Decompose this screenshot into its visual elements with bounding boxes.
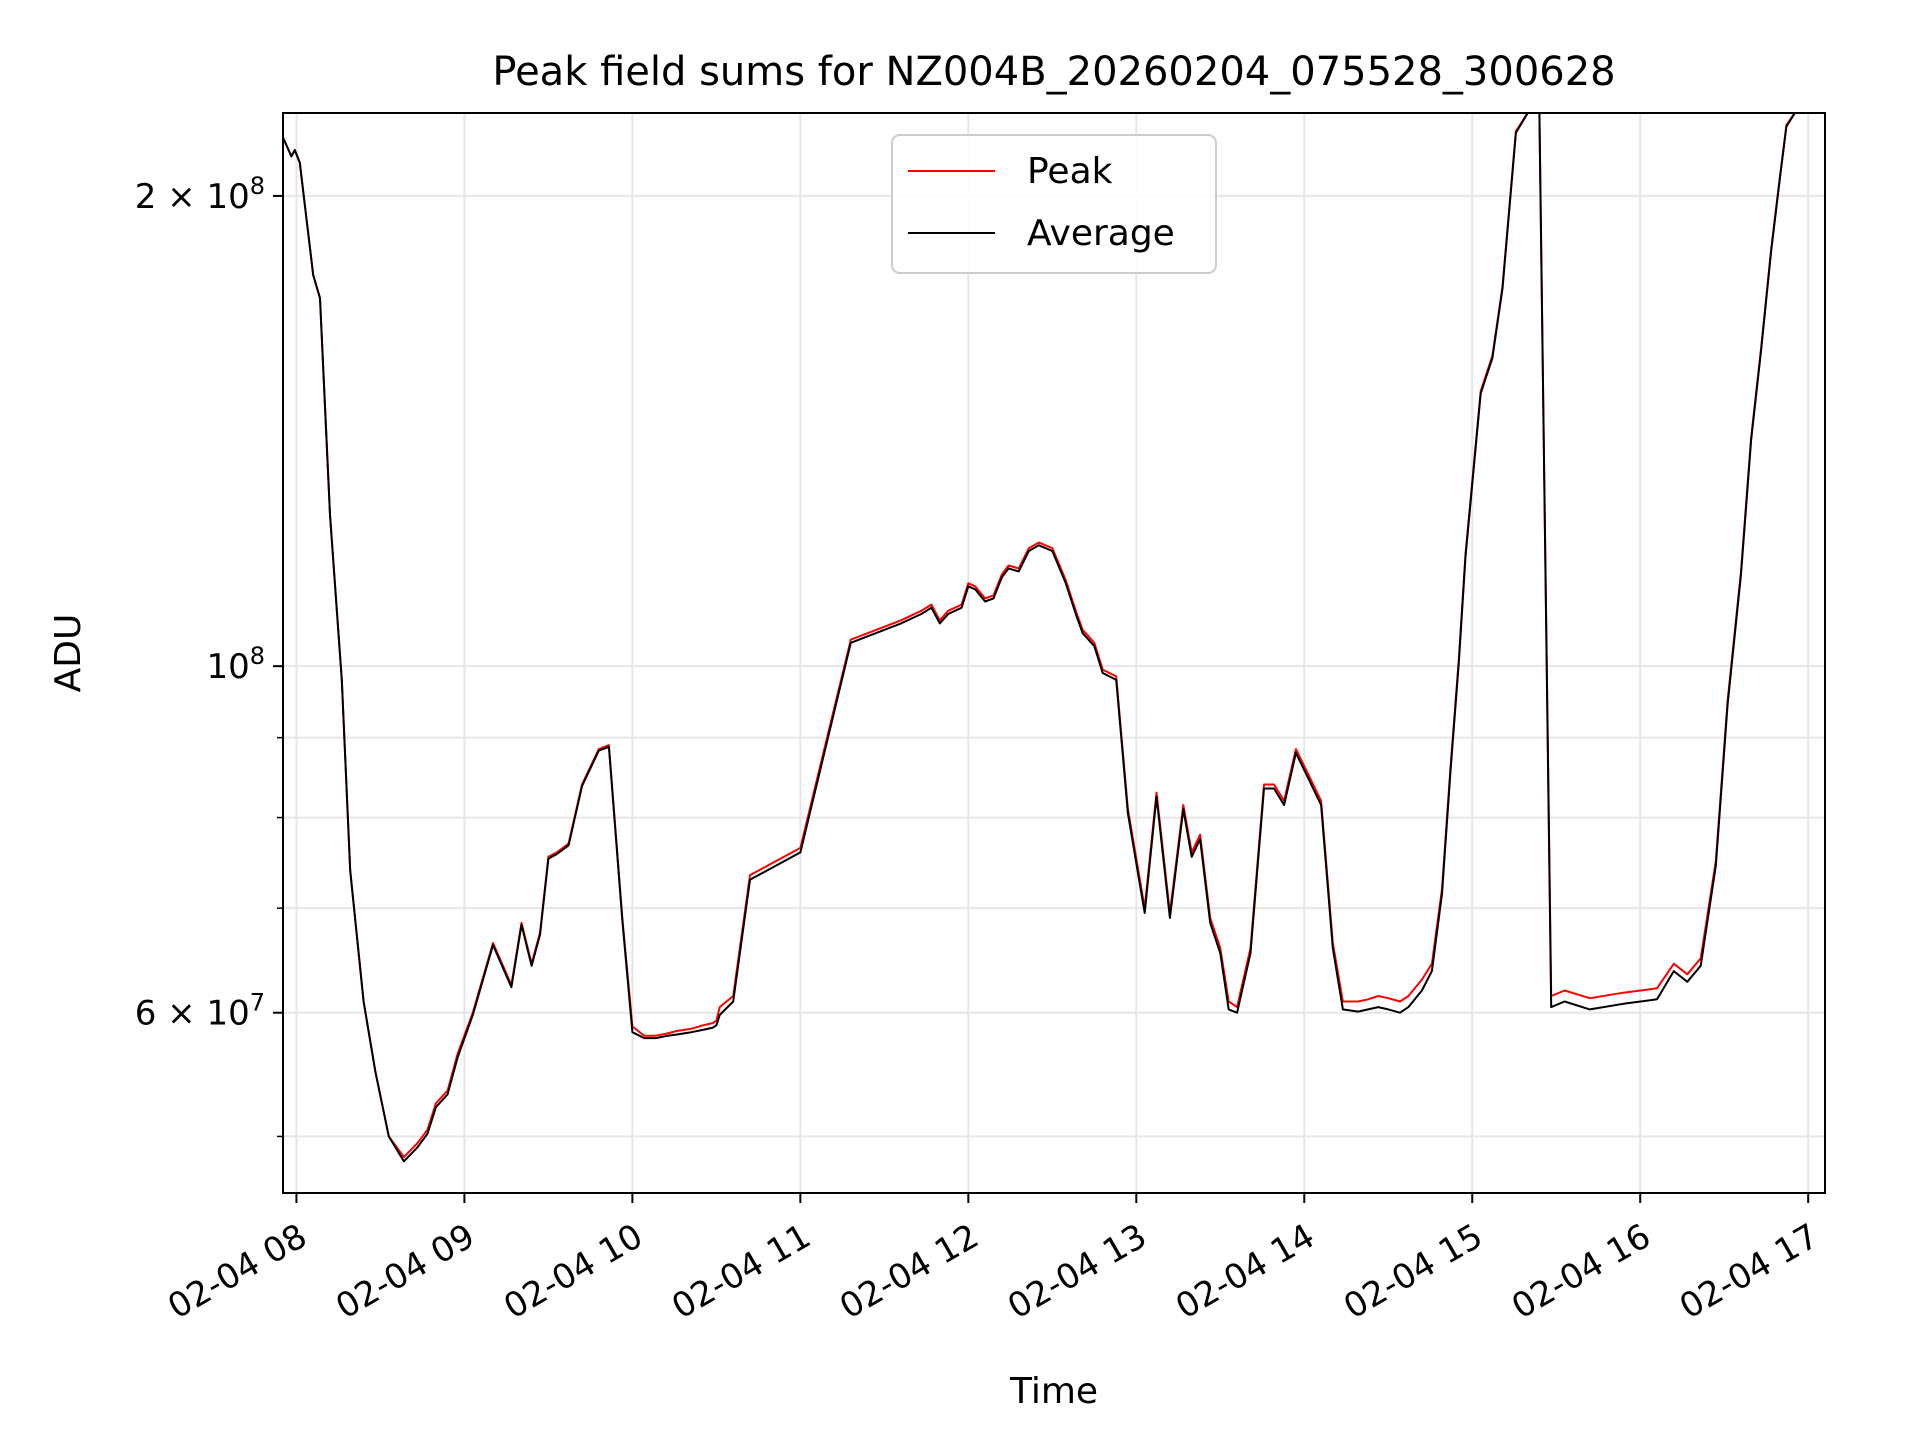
y-tick-label-exponent-1: 8 bbox=[250, 642, 265, 670]
y-tick-label-exponent-0: 7 bbox=[250, 989, 265, 1017]
series-average-line bbox=[282, 112, 1809, 1163]
legend-average-label: Average bbox=[1027, 213, 1175, 254]
chart-title: Peak field sums for NZ004B_20260204_0755… bbox=[492, 49, 1615, 95]
legend-peak-label: Peak bbox=[1027, 151, 1113, 192]
y-tick-label-2: 2 × 108 bbox=[135, 172, 265, 217]
y-tick-label-1: 108 bbox=[206, 642, 265, 687]
legend-box bbox=[891, 134, 1217, 274]
y-axis-label: ADU bbox=[48, 614, 89, 693]
legend: Peak Average bbox=[891, 134, 1217, 274]
y-tick-label-0: 6 × 107 bbox=[135, 989, 265, 1034]
y-tick-label-base-2: 2 × 10 bbox=[135, 177, 250, 217]
y-tick-label-base-0: 6 × 10 bbox=[135, 994, 250, 1034]
plot-frame bbox=[282, 112, 1826, 1194]
x-axis-label: Time bbox=[1009, 1371, 1098, 1412]
y-tick-label-base-1: 10 bbox=[206, 647, 249, 687]
y-tick-label-exponent-2: 8 bbox=[250, 172, 265, 200]
grid bbox=[283, 113, 1825, 1193]
series-layer bbox=[282, 112, 1809, 1163]
